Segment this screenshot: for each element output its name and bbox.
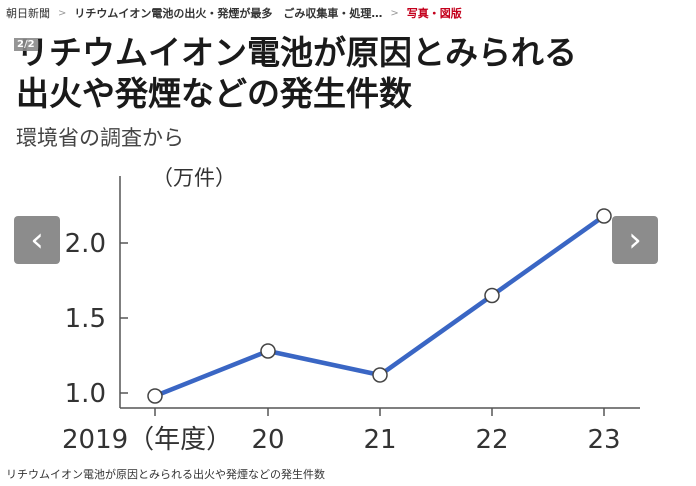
image-counter: 2/2	[14, 38, 38, 51]
breadcrumb-current: 写真・図版	[406, 7, 462, 20]
breadcrumb: 朝日新聞 > リチウムイオン電池の出火・発煙が最多 ごみ収集車・処理… > 写真…	[6, 4, 462, 22]
figure-title-line1: リチウムイオン電池が原因とみられる	[16, 33, 577, 72]
breadcrumb-home[interactable]: 朝日新聞	[6, 7, 50, 20]
x-tick-label: 20	[251, 425, 284, 455]
image-viewer: リチウムイオン電池が原因とみられる 出火や発煙などの発生件数 2/2 環境省の調…	[0, 26, 696, 462]
x-tick-label: 23	[587, 425, 620, 455]
data-point	[260, 343, 276, 359]
data-point	[596, 208, 612, 224]
y-tick-label: 1.0	[65, 379, 106, 409]
x-tick-label: 21	[363, 425, 396, 455]
y-axis-unit: （万件）	[152, 166, 236, 190]
figure-caption: リチウムイオン電池が原因とみられる出火や発煙などの発生件数	[6, 468, 325, 481]
figure-title-line2: 出火や発煙などの発生件数	[16, 74, 412, 113]
chevron-right-icon: ›	[628, 220, 642, 260]
y-tick-label: 1.5	[65, 304, 106, 334]
breadcrumb-separator-icon: >	[58, 7, 67, 19]
figure-subtitle: 環境省の調査から	[16, 126, 184, 150]
next-image-button[interactable]: ›	[612, 216, 658, 264]
data-point	[484, 287, 500, 304]
x-tick-label: 22	[475, 425, 508, 455]
chevron-left-icon: ‹	[30, 220, 44, 260]
x-tick-label: 2019（年度）	[62, 425, 232, 455]
data-point	[147, 388, 163, 404]
y-tick-label: 2.0	[65, 229, 106, 259]
data-point	[372, 367, 388, 383]
breadcrumb-separator-icon: >	[390, 7, 399, 19]
breadcrumb-article[interactable]: リチウムイオン電池の出火・発煙が最多 ごみ収集車・処理…	[74, 7, 383, 20]
previous-image-button[interactable]: ‹	[14, 216, 60, 264]
line-chart: 1.0 1.5 2.0 2019（年度） 20 21 22 23	[62, 176, 640, 455]
figure-title: リチウムイオン電池が原因とみられる 出火や発煙などの発生件数	[16, 32, 676, 114]
